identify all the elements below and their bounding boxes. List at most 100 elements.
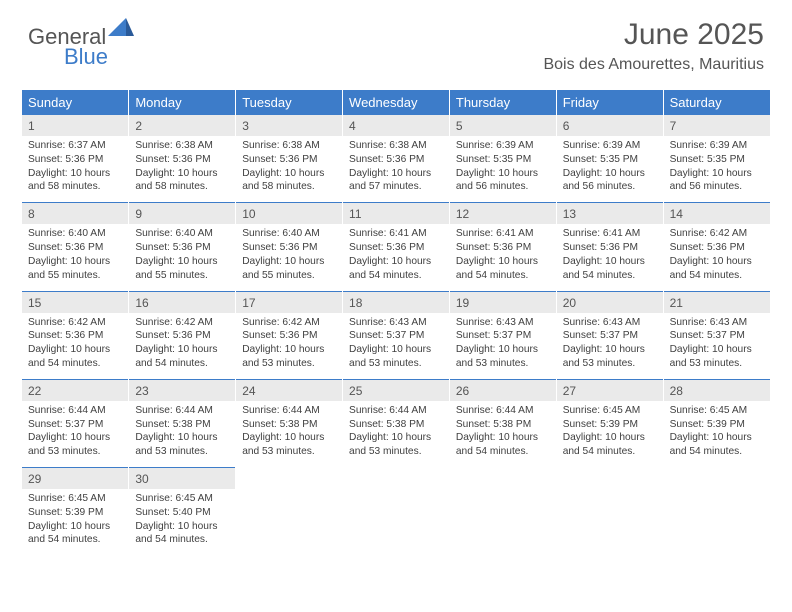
- sunrise-text: Sunrise: 6:43 AM: [456, 316, 550, 330]
- daylight-text-1: Daylight: 10 hours: [28, 255, 122, 269]
- sunset-text: Sunset: 5:40 PM: [135, 506, 229, 520]
- day-number-cell: 19: [449, 291, 556, 313]
- daylight-text-1: Daylight: 10 hours: [456, 255, 550, 269]
- sunrise-text: Sunrise: 6:44 AM: [242, 404, 336, 418]
- sunrise-text: Sunrise: 6:43 AM: [349, 316, 443, 330]
- sunrise-text: Sunrise: 6:43 AM: [670, 316, 764, 330]
- day-body-cell: Sunrise: 6:44 AMSunset: 5:38 PMDaylight:…: [236, 401, 343, 468]
- week-daynum-row: 15161718192021: [22, 291, 770, 313]
- sunset-text: Sunset: 5:38 PM: [242, 418, 336, 432]
- day-number-cell: 14: [663, 203, 770, 225]
- page-header: General Blue June 2025 Bois des Amourett…: [0, 0, 792, 80]
- day-number-cell: 3: [236, 115, 343, 136]
- day-body-cell: Sunrise: 6:39 AMSunset: 5:35 PMDaylight:…: [556, 136, 663, 203]
- sunrise-text: Sunrise: 6:44 AM: [456, 404, 550, 418]
- daylight-text-2: and 54 minutes.: [563, 445, 657, 459]
- title-block: June 2025 Bois des Amourettes, Mauritius: [543, 18, 764, 74]
- day-number-cell: 11: [343, 203, 450, 225]
- sunrise-text: Sunrise: 6:40 AM: [135, 227, 229, 241]
- day-number-cell: [663, 468, 770, 490]
- sunrise-text: Sunrise: 6:45 AM: [28, 492, 122, 506]
- daylight-text-2: and 53 minutes.: [456, 357, 550, 371]
- day-body-cell: Sunrise: 6:44 AMSunset: 5:38 PMDaylight:…: [449, 401, 556, 468]
- daylight-text-1: Daylight: 10 hours: [135, 167, 229, 181]
- sunset-text: Sunset: 5:36 PM: [28, 241, 122, 255]
- daylight-text-1: Daylight: 10 hours: [28, 167, 122, 181]
- week-body-row: Sunrise: 6:42 AMSunset: 5:36 PMDaylight:…: [22, 313, 770, 380]
- daylight-text-2: and 57 minutes.: [349, 180, 443, 194]
- daylight-text-2: and 55 minutes.: [135, 269, 229, 283]
- daylight-text-2: and 53 minutes.: [349, 357, 443, 371]
- daylight-text-2: and 54 minutes.: [670, 445, 764, 459]
- day-number-cell: 8: [22, 203, 129, 225]
- day-number-cell: 20: [556, 291, 663, 313]
- daylight-text-2: and 53 minutes.: [135, 445, 229, 459]
- brand-logo: General Blue: [28, 24, 148, 70]
- day-body-cell: Sunrise: 6:38 AMSunset: 5:36 PMDaylight:…: [343, 136, 450, 203]
- day-body-cell: Sunrise: 6:44 AMSunset: 5:38 PMDaylight:…: [129, 401, 236, 468]
- daylight-text-1: Daylight: 10 hours: [670, 343, 764, 357]
- daylight-text-2: and 54 minutes.: [349, 269, 443, 283]
- sunset-text: Sunset: 5:36 PM: [28, 153, 122, 167]
- sunrise-text: Sunrise: 6:41 AM: [349, 227, 443, 241]
- day-number-cell: 10: [236, 203, 343, 225]
- daylight-text-2: and 54 minutes.: [456, 445, 550, 459]
- day-number-cell: 12: [449, 203, 556, 225]
- day-number-cell: 29: [22, 468, 129, 490]
- daylight-text-1: Daylight: 10 hours: [242, 167, 336, 181]
- sunrise-text: Sunrise: 6:45 AM: [563, 404, 657, 418]
- sunset-text: Sunset: 5:36 PM: [563, 241, 657, 255]
- sunset-text: Sunset: 5:37 PM: [28, 418, 122, 432]
- daylight-text-2: and 56 minutes.: [456, 180, 550, 194]
- day-body-cell: [556, 489, 663, 555]
- day-number-cell: 17: [236, 291, 343, 313]
- daylight-text-2: and 53 minutes.: [28, 445, 122, 459]
- day-number-cell: [556, 468, 663, 490]
- daylight-text-2: and 55 minutes.: [242, 269, 336, 283]
- sunset-text: Sunset: 5:36 PM: [349, 241, 443, 255]
- sunrise-text: Sunrise: 6:39 AM: [670, 139, 764, 153]
- sunrise-text: Sunrise: 6:44 AM: [28, 404, 122, 418]
- day-body-cell: Sunrise: 6:42 AMSunset: 5:36 PMDaylight:…: [663, 224, 770, 291]
- day-number-cell: 9: [129, 203, 236, 225]
- day-number-cell: 2: [129, 115, 236, 136]
- day-body-cell: Sunrise: 6:43 AMSunset: 5:37 PMDaylight:…: [343, 313, 450, 380]
- sunset-text: Sunset: 5:36 PM: [670, 241, 764, 255]
- sunrise-text: Sunrise: 6:42 AM: [670, 227, 764, 241]
- sunset-text: Sunset: 5:37 PM: [349, 329, 443, 343]
- day-number-cell: 22: [22, 379, 129, 401]
- sunrise-text: Sunrise: 6:42 AM: [28, 316, 122, 330]
- sunrise-text: Sunrise: 6:38 AM: [135, 139, 229, 153]
- day-body-cell: Sunrise: 6:41 AMSunset: 5:36 PMDaylight:…: [449, 224, 556, 291]
- day-body-cell: Sunrise: 6:38 AMSunset: 5:36 PMDaylight:…: [129, 136, 236, 203]
- col-thursday: Thursday: [449, 90, 556, 115]
- day-number-cell: 13: [556, 203, 663, 225]
- daylight-text-1: Daylight: 10 hours: [563, 343, 657, 357]
- daylight-text-2: and 55 minutes.: [28, 269, 122, 283]
- week-body-row: Sunrise: 6:37 AMSunset: 5:36 PMDaylight:…: [22, 136, 770, 203]
- sunrise-text: Sunrise: 6:45 AM: [670, 404, 764, 418]
- day-body-cell: Sunrise: 6:44 AMSunset: 5:38 PMDaylight:…: [343, 401, 450, 468]
- daylight-text-2: and 54 minutes.: [456, 269, 550, 283]
- sunrise-text: Sunrise: 6:45 AM: [135, 492, 229, 506]
- daylight-text-1: Daylight: 10 hours: [349, 343, 443, 357]
- day-body-cell: Sunrise: 6:41 AMSunset: 5:36 PMDaylight:…: [343, 224, 450, 291]
- day-body-cell: Sunrise: 6:45 AMSunset: 5:39 PMDaylight:…: [556, 401, 663, 468]
- day-body-cell: Sunrise: 6:44 AMSunset: 5:37 PMDaylight:…: [22, 401, 129, 468]
- daylight-text-1: Daylight: 10 hours: [349, 167, 443, 181]
- day-header-row: Sunday Monday Tuesday Wednesday Thursday…: [22, 90, 770, 115]
- daylight-text-2: and 53 minutes.: [349, 445, 443, 459]
- daylight-text-1: Daylight: 10 hours: [670, 167, 764, 181]
- sunset-text: Sunset: 5:38 PM: [456, 418, 550, 432]
- day-body-cell: Sunrise: 6:43 AMSunset: 5:37 PMDaylight:…: [663, 313, 770, 380]
- daylight-text-2: and 53 minutes.: [563, 357, 657, 371]
- sunrise-text: Sunrise: 6:44 AM: [349, 404, 443, 418]
- daylight-text-1: Daylight: 10 hours: [28, 520, 122, 534]
- daylight-text-1: Daylight: 10 hours: [135, 431, 229, 445]
- day-body-cell: Sunrise: 6:40 AMSunset: 5:36 PMDaylight:…: [236, 224, 343, 291]
- sunset-text: Sunset: 5:39 PM: [670, 418, 764, 432]
- col-wednesday: Wednesday: [343, 90, 450, 115]
- daylight-text-2: and 58 minutes.: [242, 180, 336, 194]
- sunset-text: Sunset: 5:39 PM: [563, 418, 657, 432]
- week-body-row: Sunrise: 6:40 AMSunset: 5:36 PMDaylight:…: [22, 224, 770, 291]
